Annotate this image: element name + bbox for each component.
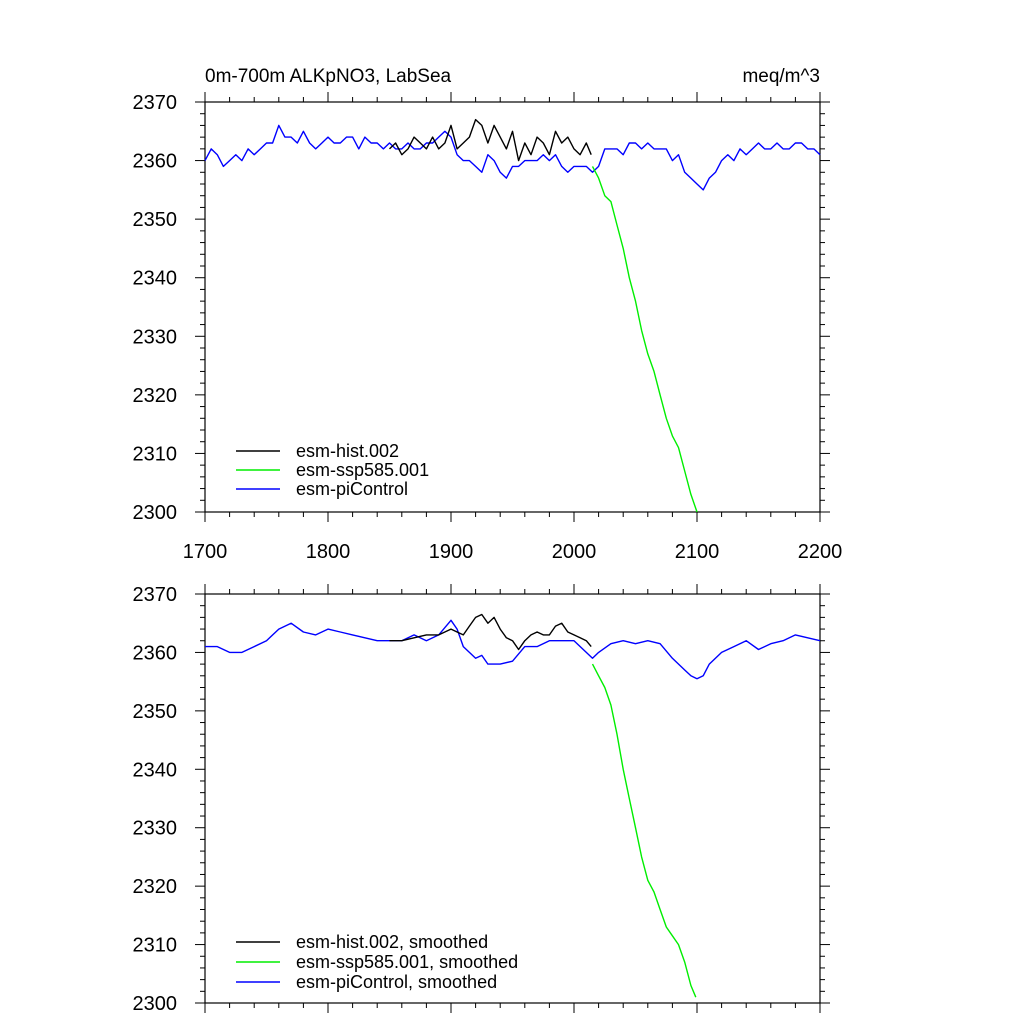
- series-line-2: [204, 124, 821, 191]
- legend-label: esm-ssp585.001, smoothed: [296, 952, 518, 972]
- x-tick-label: 2100: [675, 541, 720, 563]
- y-tick-label: 2310: [133, 443, 178, 465]
- y-tick-label: 2370: [133, 92, 178, 114]
- x-tick-label: 2000: [552, 541, 597, 563]
- y-tick-label: 2350: [133, 701, 178, 723]
- y-tick-label: 2310: [133, 935, 178, 957]
- legend-label: esm-hist.002, smoothed: [296, 932, 488, 952]
- y-tick-label: 2330: [133, 818, 178, 840]
- y-tick-label: 2370: [133, 584, 178, 606]
- y-tick-label: 2320: [133, 876, 178, 898]
- y-tick-label: 2360: [133, 642, 178, 664]
- series-line-1: [591, 663, 697, 998]
- series-line-0: [389, 118, 592, 162]
- plot-frame: [204, 593, 821, 1004]
- legend-label: esm-piControl: [296, 479, 408, 499]
- y-tick-label: 2340: [133, 268, 178, 290]
- y-tick-label: 2300: [133, 502, 178, 524]
- x-tick-label: 2200: [798, 541, 843, 563]
- legend-label: esm-piControl, smoothed: [296, 972, 497, 992]
- plot-frame: [204, 101, 821, 513]
- y-tick-label: 2330: [133, 326, 178, 348]
- y-tick-label: 2360: [133, 151, 178, 173]
- legend-label: esm-hist.002: [296, 441, 399, 461]
- series-line-2: [205, 619, 821, 680]
- x-tick-label: 1800: [306, 541, 351, 563]
- y-tick-label: 2300: [133, 993, 178, 1015]
- series-line-1: [591, 166, 698, 513]
- x-tick-label: 1700: [183, 541, 228, 563]
- units-label: meq/m^3: [742, 66, 820, 87]
- y-tick-label: 2350: [133, 209, 178, 231]
- x-tick-label: 1900: [429, 541, 474, 563]
- top-panel: 0m-700m ALKpNO3, LabSea meq/m^3 2300 2310…: [133, 66, 843, 563]
- series-line-0: [389, 613, 592, 651]
- y-tick-label: 2320: [133, 385, 178, 407]
- y-tick-label: 2340: [133, 759, 178, 781]
- bottom-panel: 2300 2310 2320 2330 2340 2350 2360 2370 esm-hist…: [133, 584, 830, 1015]
- legend-label: esm-ssp585.001: [296, 460, 429, 480]
- chart-title: 0m-700m ALKpNO3, LabSea: [205, 66, 452, 87]
